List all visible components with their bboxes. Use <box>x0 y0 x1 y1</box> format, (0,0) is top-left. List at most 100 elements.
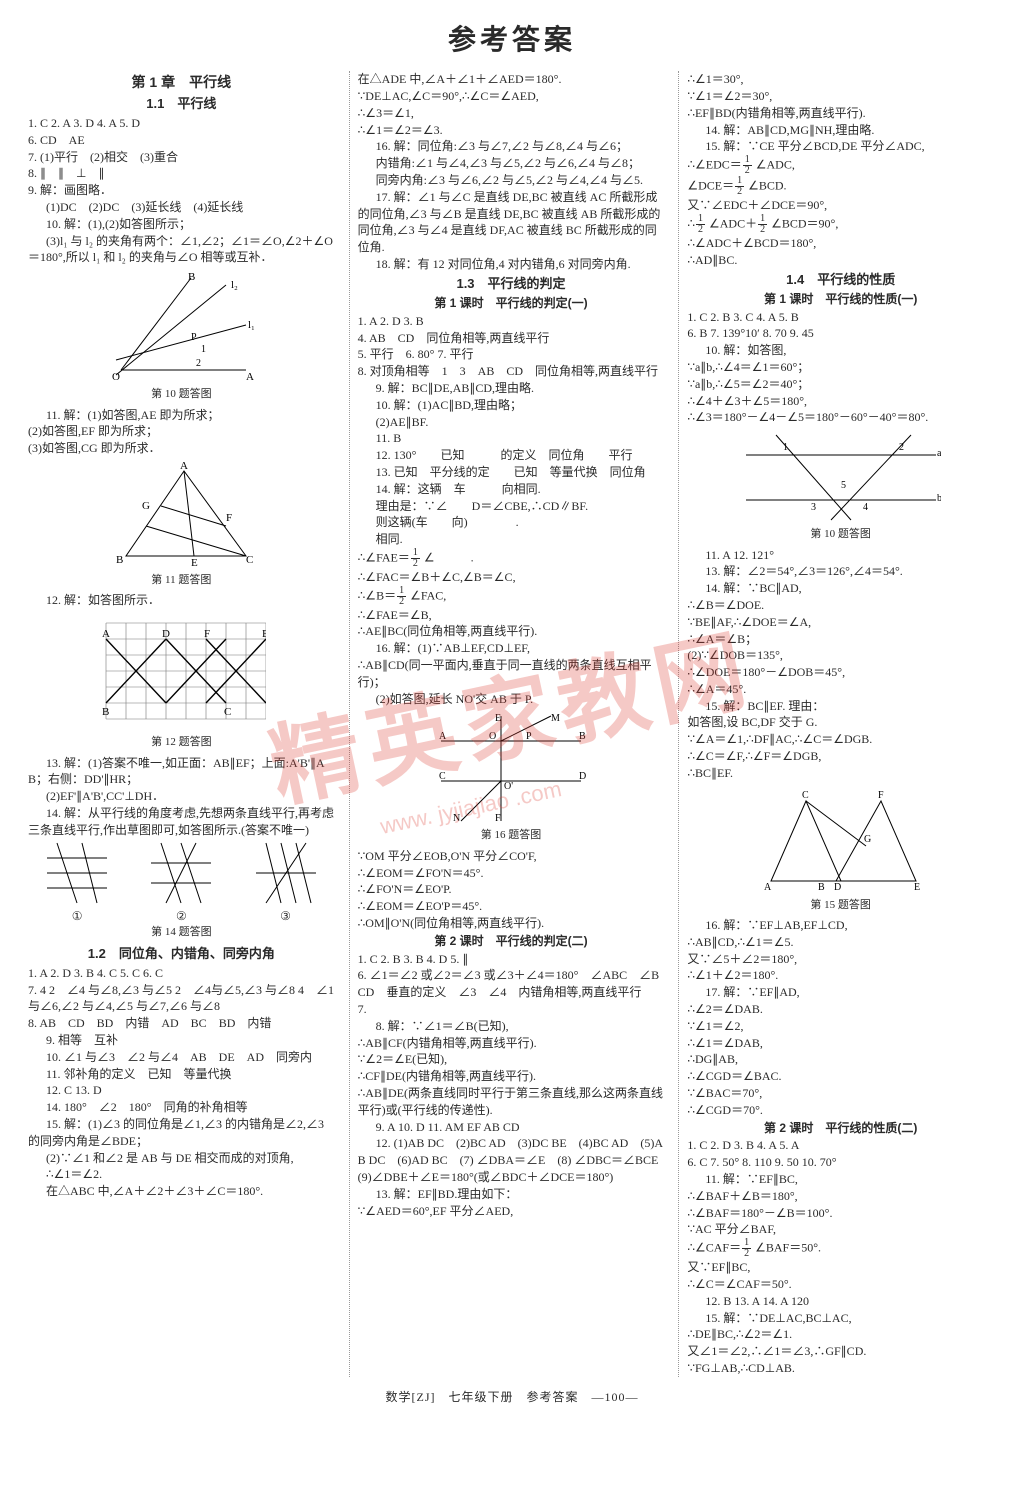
svg-text:B: B <box>818 882 825 893</box>
answer-line: 12. 解：如答图所示． <box>28 592 335 609</box>
answer-line: 1. A 2. D 3. B <box>358 313 665 330</box>
svg-text:2: 2 <box>196 358 201 369</box>
answer-line: ∴∠C＝∠CAF＝50°. <box>687 1276 994 1293</box>
svg-text:3: 3 <box>811 502 816 513</box>
answer-line: 又∵EF∥BC, <box>687 1259 994 1276</box>
figure-11: A G F B E C <box>28 461 335 571</box>
answer-line: 8. AB CD BD 内错 AD BC BD 内错 <box>28 1015 335 1032</box>
answer-line: ∴CF∥DE(内错角相等,两直线平行). <box>358 1068 665 1085</box>
answer-line: 5. 平行 6. 80° 7. 平行 <box>358 346 665 363</box>
figure-10b: ab 12 5 34 <box>687 430 994 525</box>
answer-line: ∴∠EOM＝∠EO'P＝45°. <box>358 898 665 915</box>
answer-line: ∴∠2＝∠DAB. <box>687 1001 994 1018</box>
answer-line: 15. 解：∵CE 平分∠BCD,DE 平分∠ADC, <box>687 138 994 155</box>
answer-line: 15. 解：(1)∠3 的同位角是∠1,∠3 的内错角是∠2,∠3 的同旁内角是… <box>28 1116 335 1150</box>
svg-text:D: D <box>579 771 586 782</box>
svg-text:B: B <box>579 731 586 742</box>
answer-line: 1. A 2. D 3. B 4. C 5. C 6. C <box>28 965 335 982</box>
answer-line: ∴∠C＝∠F,∴∠F＝∠DGB, <box>687 748 994 765</box>
chapter-1-heading: 第 1 章 平行线 <box>28 73 335 93</box>
svg-text:G: G <box>142 500 150 512</box>
answer-line: 内错角:∠1 与∠4,∠3 与∠5,∠2 与∠6,∠4 与∠8； <box>358 155 665 172</box>
answer-line: 17. 解：∠1 与∠C 是直线 DE,BC 被直线 AC 所截形成的同位角,∠… <box>358 189 665 256</box>
figure-label: ① <box>72 908 83 925</box>
answer-line: (2)∵∠1 和∠2 是 AB 与 DE 相交而成的对顶角, <box>28 1150 335 1167</box>
figure-14 <box>28 838 335 908</box>
answer-line: ∴∠FAC＝∠B＋∠C,∠B＝∠C, <box>358 569 665 586</box>
svg-text:D: D <box>834 882 841 893</box>
answer-line: 10. 解：(1)AC∥BD,理由略； <box>358 397 665 414</box>
answer-line: ∵∠AED＝60°,EF 平分∠AED, <box>358 1203 665 1220</box>
answer-line: ∴∠1＋∠2＝180°. <box>687 967 994 984</box>
answer-line: 同旁内角:∠3 与∠6,∠2 与∠5,∠2 与∠4,∠4 与∠5. <box>358 172 665 189</box>
answer-line: (2)如答图,EF 即为所求； <box>28 423 335 440</box>
answer-line: ∴EF∥BD(内错角相等,两直线平行). <box>687 105 994 122</box>
section-1-4-2-heading: 第 2 课时 平行线的性质(二) <box>687 1120 994 1137</box>
answer-line: ∴∠BAF＋∠B＝180°, <box>687 1188 994 1205</box>
answer-line: ∴DE∥BC,∴∠2＝∠1. <box>687 1326 994 1343</box>
answer-line: 如答图,设 BC,DF 交于 G. <box>687 714 994 731</box>
svg-text:l₂: l₂ <box>231 279 238 291</box>
answer-line: (2)∵∠DOB＝135°, <box>687 647 994 664</box>
svg-text:F: F <box>495 813 501 824</box>
answer-line: ∴AD∥BC. <box>687 252 994 269</box>
answer-line: ∴AB∥DE(两条直线同时平行于第三条直线,那么这两条直线平行)或(平行线的传递… <box>358 1085 665 1119</box>
answer-line: (3)如答图,CG 即为所求． <box>28 440 335 457</box>
svg-text:G: G <box>864 834 871 845</box>
answer-line: (1)DC (2)DC (3)延长线 (4)延长线 <box>28 199 335 216</box>
answer-line: 9. 相等 互补 <box>28 1032 335 1049</box>
svg-text:C: C <box>802 790 809 801</box>
answer-line: ∵BE∥AF,∴∠DOE＝∠A, <box>687 614 994 631</box>
column-3: ∴∠1＝30°, ∵∠1＝∠2＝30°, ∴EF∥BD(内错角相等,两直线平行)… <box>678 71 996 1377</box>
answer-line: 6. ∠1＝∠2 或∠2＝∠3 或∠3＋∠4＝180° ∠ABC ∠BCD 垂直… <box>358 967 665 1001</box>
figure-15: CF G AB DE <box>687 786 994 896</box>
figure-15-caption: 第 15 题答图 <box>687 898 994 913</box>
answer-line: 6. C 7. 50° 8. 110 9. 50 10. 70° <box>687 1154 994 1171</box>
frac-line: ∠DCE＝12 ∠BCD. <box>687 176 994 197</box>
svg-text:A: A <box>246 371 254 383</box>
answer-line: ∵DE⊥AC,∠C＝90°,∴∠C＝∠AED, <box>358 88 665 105</box>
columns: 第 1 章 平行线 1.1 平行线 1. C 2. A 3. D 4. A 5.… <box>28 71 996 1377</box>
svg-text:1: 1 <box>783 442 788 453</box>
svg-text:O: O <box>112 371 120 383</box>
answer-line: ∴AB∥CF(内错角相等,两直线平行). <box>358 1035 665 1052</box>
answer-line: ∴AE∥BC(同位角相等,两直线平行). <box>358 623 665 640</box>
answer-line: 10. 解：(1),(2)如答图所示； <box>28 216 335 233</box>
answer-line: 16. 解：(1)∵AB⊥EF,CD⊥EF, <box>358 640 665 657</box>
figure-label: ② <box>176 908 187 925</box>
answer-line: 18. 解：有 12 对同位角,4 对内错角,6 对同旁内角. <box>358 256 665 273</box>
answer-line: 14. 解：从平行线的角度考虑,先想两条直线平行,再考虑三条直线平行,作出草图即… <box>28 805 335 839</box>
answer-line: ∴∠FO'N＝∠EO'P. <box>358 881 665 898</box>
answer-line: (2)如答图,延长 NO'交 AB 于 P. <box>358 691 665 708</box>
svg-text:C: C <box>439 771 446 782</box>
svg-text:A: A <box>439 731 447 742</box>
answer-line: 6. B 7. 139°10′ 8. 70 9. 45 <box>687 325 994 342</box>
answer-line: ∵AC 平分∠BAF, <box>687 1221 994 1238</box>
answer-line: 又∵∠EDC＋∠DCE＝90°, <box>687 197 994 214</box>
svg-text:P: P <box>191 332 197 343</box>
column-1: 第 1 章 平行线 1.1 平行线 1. C 2. A 3. D 4. A 5.… <box>28 71 337 1377</box>
svg-text:l₁: l₁ <box>248 319 255 331</box>
answer-line: 12. 130° 已知 的定义 同位角 平行 <box>358 447 665 464</box>
svg-text:A: A <box>764 882 772 893</box>
answer-line: ∵∠1＝∠2, <box>687 1018 994 1035</box>
answer-line: 7. 4 2 ∠4 与∠8,∠3 与∠5 2 ∠4与∠5,∠3 与∠8 4 ∠1… <box>28 982 335 1016</box>
answer-line: 16. 解：同位角:∠3 与∠7,∠2 与∠8,∠4 与∠6； <box>358 138 665 155</box>
answer-line: 11. 解：∵EF∥BC, <box>687 1171 994 1188</box>
section-1-1-heading: 1.1 平行线 <box>28 95 335 113</box>
answer-line: 13. 解：EF∥BD.理由如下： <box>358 1186 665 1203</box>
svg-text:M: M <box>551 713 560 724</box>
answer-line: ∴∠B＝∠DOE. <box>687 597 994 614</box>
svg-text:1: 1 <box>201 344 206 355</box>
answer-line: 15. 解：∵DE⊥AC,BC⊥AC, <box>687 1310 994 1327</box>
answer-line: 1. C 2. B 3. C 4. A 5. B <box>687 309 994 326</box>
answer-line: 11. 邻补角的定义 已知 等量代换 <box>28 1066 335 1083</box>
answer-line: 9. A 10. D 11. AM EF AB CD <box>358 1119 665 1136</box>
answer-line: 10. ∠1 与∠3 ∠2 与∠4 AB DE AD 同旁内 <box>28 1049 335 1066</box>
answer-line: 14. 180° ∠2 180° 同角的补角相等 <box>28 1099 335 1116</box>
answer-line: 8. 解：∵∠1＝∠B(已知), <box>358 1018 665 1035</box>
answer-line: 16. 解：∵EF⊥AB,EF⊥CD, <box>687 917 994 934</box>
answer-line: 6. CD AE <box>28 132 335 149</box>
svg-text:F: F <box>226 512 232 524</box>
svg-text:E: E <box>914 882 920 893</box>
